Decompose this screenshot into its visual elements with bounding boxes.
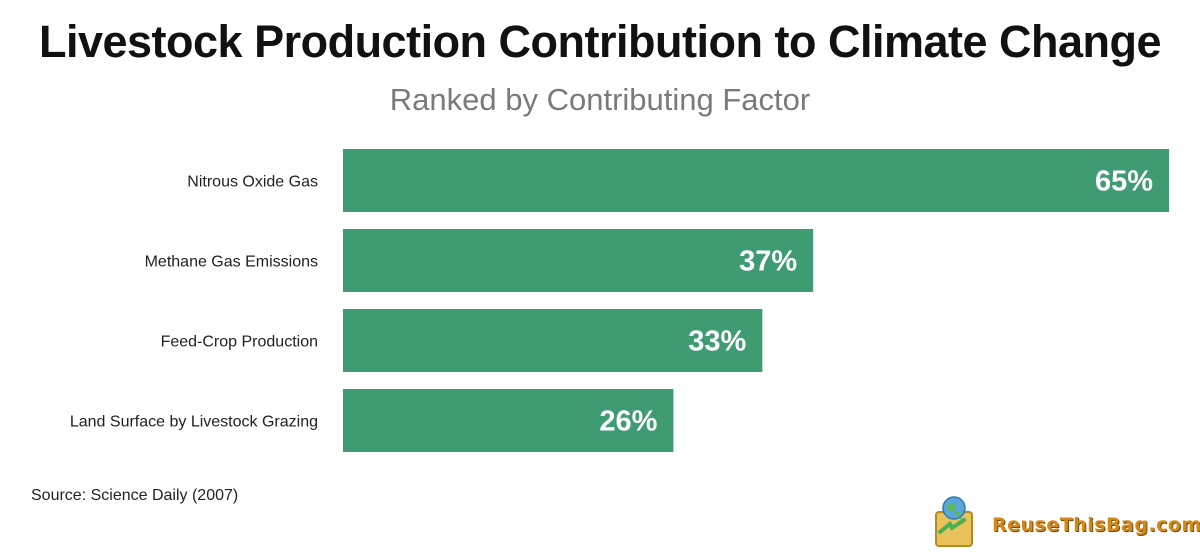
bars-group: Nitrous Oxide Gas 65% Methane Gas Emission… — [70, 149, 1169, 452]
source-note: Source: Science Daily (2007) — [31, 487, 239, 504]
brand-logo-text: ReuseThisBag.com — [992, 514, 1200, 536]
bar-0 — [343, 149, 1169, 212]
value-label-2: 33% — [688, 326, 746, 358]
bar-1 — [343, 229, 814, 292]
chart-subtitle: Ranked by Contributing Factor — [389, 82, 811, 117]
reusable-bag-globe-icon — [935, 496, 973, 547]
value-label-1: 37% — [739, 246, 797, 278]
value-label-0: 65% — [1095, 166, 1153, 198]
brand-logo[interactable]: ReuseThisBag.com — [930, 490, 1200, 550]
category-label-3: Land Surface by Livestock Grazing — [70, 414, 318, 431]
bar-2 — [343, 309, 763, 372]
value-label-3: 26% — [599, 406, 657, 438]
category-label-2: Feed-Crop Production — [161, 334, 318, 351]
bar-3 — [343, 389, 674, 452]
category-label-0: Nitrous Oxide Gas — [187, 174, 318, 191]
chart-title: Livestock Production Contribution to Cli… — [38, 16, 1162, 67]
category-label-1: Methane Gas Emissions — [145, 254, 318, 271]
